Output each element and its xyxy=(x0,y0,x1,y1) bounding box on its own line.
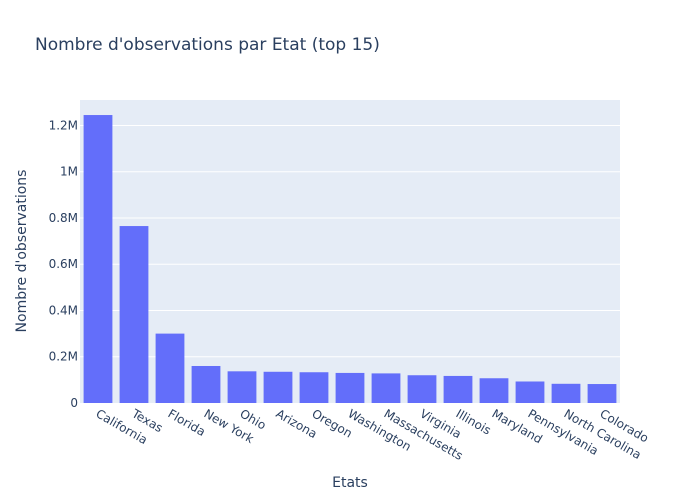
bar-virginia xyxy=(407,375,437,403)
bar-colorado xyxy=(587,384,617,403)
chart-title: Nombre d'observations par Etat (top 15) xyxy=(35,35,380,55)
bar-california xyxy=(83,115,113,403)
bar-maryland xyxy=(479,378,509,403)
bar-washington xyxy=(335,372,365,403)
bar-pennsylvania xyxy=(515,381,545,403)
bar-florida xyxy=(155,333,185,403)
y-tick-label: 1.2M xyxy=(49,118,78,132)
y-tick-label: 0.6M xyxy=(49,257,78,271)
bar-new-york xyxy=(191,365,221,403)
bar-massachusetts xyxy=(371,373,401,403)
y-tick-label: 0.4M xyxy=(49,303,78,317)
bar-north-carolina xyxy=(551,383,581,403)
x-tick-label: Oregon xyxy=(310,406,355,440)
x-tick-label: Florida xyxy=(166,406,208,439)
y-tick-label: 0.8M xyxy=(49,211,78,225)
bar-oregon xyxy=(299,372,329,403)
y-tick-label: 0.2M xyxy=(49,350,78,364)
y-tick-label: 1M xyxy=(60,165,78,179)
bars xyxy=(83,115,617,403)
y-axis-title: Nombre d'observations xyxy=(14,170,30,333)
bar-arizona xyxy=(263,371,293,403)
bar-texas xyxy=(119,226,149,403)
bar-illinois xyxy=(443,375,473,403)
y-tick-labels: 0 0.2M 0.4M 0.6M 0.8M 1M 1.2M xyxy=(49,118,78,410)
y-tick-label: 0 xyxy=(70,396,78,410)
bar-ohio xyxy=(227,371,257,403)
x-axis-title: Etats xyxy=(332,475,368,491)
